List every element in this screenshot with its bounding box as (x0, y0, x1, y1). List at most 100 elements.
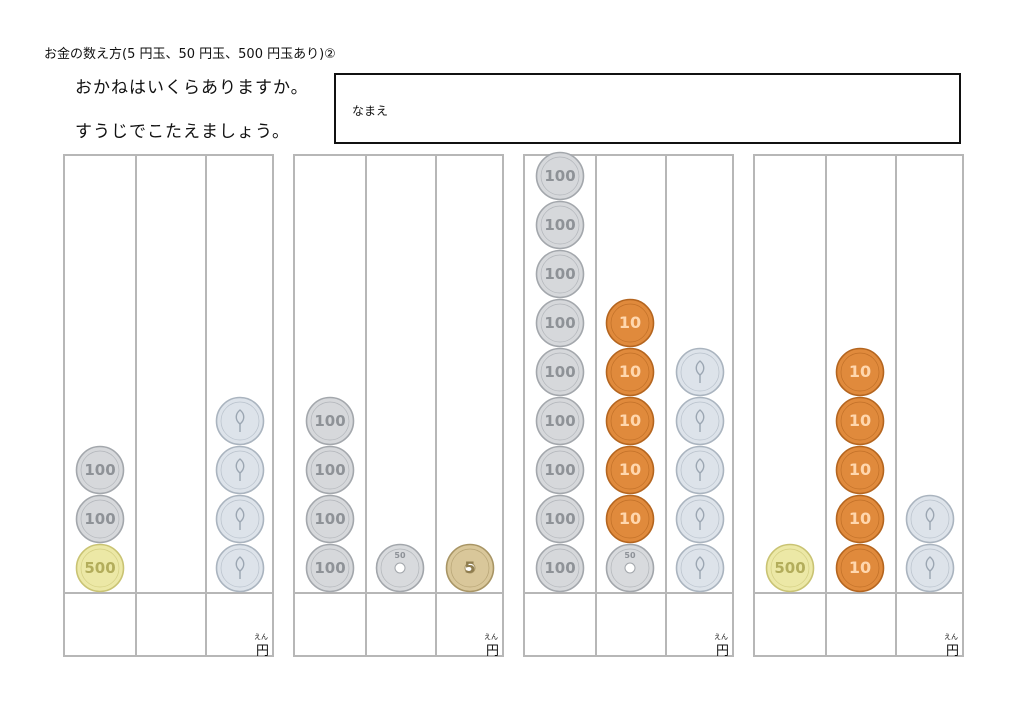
coin-5-yen-icon: 5 (445, 543, 495, 593)
svg-text:100: 100 (314, 412, 345, 430)
coin-column (665, 156, 735, 593)
name-label: なまえ (352, 104, 389, 118)
coin-10-yen-icon: 10 (605, 298, 655, 348)
answer-box[interactable] (525, 594, 732, 655)
coin-face: 50 (605, 543, 655, 593)
coin-face: 100 (535, 200, 585, 250)
coin-face (215, 396, 265, 446)
svg-text:100: 100 (544, 412, 575, 430)
coin-50-yen-icon: 50 (375, 543, 425, 593)
column-divider (665, 156, 667, 655)
column-divider (205, 156, 207, 655)
coin-face: 500 (765, 543, 815, 593)
yen-unit-label: 円 (945, 644, 959, 659)
column-divider (435, 156, 437, 655)
coin-10-yen-icon: 10 (835, 494, 885, 544)
coin-100-yen-icon: 100 (305, 445, 355, 495)
coin-10-yen-icon: 10 (605, 494, 655, 544)
coin-1-yen-icon (675, 445, 725, 495)
answer-box[interactable] (295, 594, 502, 655)
coin-face: 100 (75, 494, 125, 544)
svg-text:10: 10 (849, 411, 871, 430)
coin-1-yen-icon (215, 543, 265, 593)
coin-face: 100 (305, 396, 355, 446)
yen-furigana: えん (714, 633, 728, 641)
coin-1-yen-icon (675, 494, 725, 544)
coin-50-yen-icon: 50 (605, 543, 655, 593)
coin-face (905, 494, 955, 544)
coin-column: 500 100 100 (65, 156, 135, 593)
coin-column: 100 100 100 100 100 100 100 100 100 (525, 151, 595, 593)
coin-500-yen-icon: 500 (75, 543, 125, 593)
coin-column: 500 (755, 156, 825, 593)
answer-box[interactable] (65, 594, 272, 655)
coin-1-yen-icon (215, 445, 265, 495)
coin-face: 10 (605, 494, 655, 544)
coin-face (675, 445, 725, 495)
coin-face (675, 396, 725, 446)
coin-10-yen-icon: 10 (605, 396, 655, 446)
coin-1-yen-icon (675, 396, 725, 446)
instruction-line-1: おかねはいくらありますか。 (75, 78, 309, 98)
svg-text:100: 100 (544, 461, 575, 479)
svg-text:50: 50 (394, 551, 406, 560)
coin-face: 50 (375, 543, 425, 593)
coin-100-yen-icon: 100 (305, 494, 355, 544)
svg-text:100: 100 (84, 510, 115, 528)
svg-text:100: 100 (314, 461, 345, 479)
coin-face: 5 (445, 543, 495, 593)
yen-furigana: えん (484, 633, 498, 641)
coin-10-yen-icon: 10 (605, 347, 655, 397)
svg-text:10: 10 (619, 460, 641, 479)
coin-1-yen-icon (905, 494, 955, 544)
column-divider (595, 156, 597, 655)
coin-100-yen-icon: 100 (535, 200, 585, 250)
name-field[interactable]: なまえ (334, 73, 961, 144)
answer-row-divider (755, 592, 962, 594)
svg-text:10: 10 (849, 558, 871, 577)
svg-text:100: 100 (544, 265, 575, 283)
coin-face: 10 (835, 543, 885, 593)
coin-face: 10 (835, 347, 885, 397)
svg-text:100: 100 (314, 559, 345, 577)
coin-face: 10 (605, 347, 655, 397)
coin-100-yen-icon: 100 (535, 298, 585, 348)
coin-column: 100 100 100 100 (295, 156, 365, 593)
svg-text:100: 100 (544, 363, 575, 381)
instruction-line-2: すうじでこたえましょう。 (75, 122, 290, 142)
coin-face (675, 543, 725, 593)
svg-text:10: 10 (849, 509, 871, 528)
coin-10-yen-icon: 10 (835, 445, 885, 495)
column-divider (135, 156, 137, 655)
coin-face: 100 (535, 445, 585, 495)
svg-text:10: 10 (849, 460, 871, 479)
svg-text:100: 100 (314, 510, 345, 528)
coin-100-yen-icon: 100 (535, 543, 585, 593)
coin-100-yen-icon: 100 (535, 494, 585, 544)
answer-box[interactable] (755, 594, 962, 655)
coin-1-yen-icon (905, 543, 955, 593)
coin-column: 10 10 10 10 10 (825, 156, 895, 593)
coin-face: 100 (535, 494, 585, 544)
coin-10-yen-icon: 10 (835, 543, 885, 593)
coin-face: 10 (605, 396, 655, 446)
svg-text:100: 100 (544, 216, 575, 234)
coin-100-yen-icon: 100 (535, 445, 585, 495)
coin-10-yen-icon: 10 (835, 347, 885, 397)
coin-face: 500 (75, 543, 125, 593)
answer-row-divider (65, 592, 272, 594)
coin-100-yen-icon: 100 (75, 494, 125, 544)
coin-face (905, 543, 955, 593)
yen-unit-label: 円 (255, 644, 269, 659)
column-divider (365, 156, 367, 655)
coin-face: 10 (835, 494, 885, 544)
coin-face (675, 347, 725, 397)
coin-column: 50 (365, 156, 435, 593)
coin-face: 100 (535, 151, 585, 201)
svg-text:10: 10 (619, 411, 641, 430)
svg-text:100: 100 (544, 510, 575, 528)
coin-1-yen-icon (675, 543, 725, 593)
problem-panel: 100 100 100 100 50 5 えん円 (293, 154, 504, 659)
worksheet-title: お金の数え方(5 円玉、50 円玉、500 円玉あり)② (44, 47, 336, 62)
coin-face: 100 (535, 298, 585, 348)
